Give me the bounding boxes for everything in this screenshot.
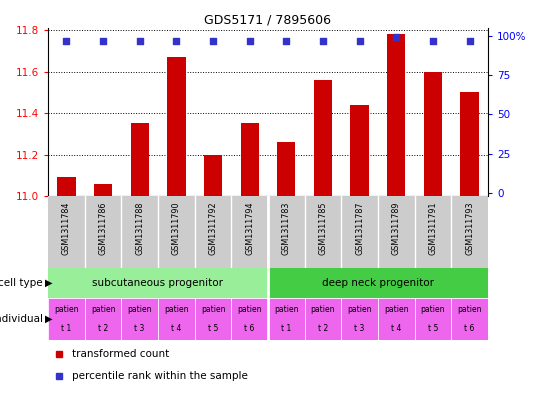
Point [245, 37, 254, 44]
Bar [461, 92, 479, 196]
Bar [240, 123, 259, 196]
Text: t 3: t 3 [354, 324, 365, 333]
Text: GSM1311783: GSM1311783 [282, 202, 291, 255]
Bar [94, 184, 112, 196]
Text: t 4: t 4 [391, 324, 401, 333]
Bar [451, 298, 488, 340]
Text: patien: patien [164, 305, 189, 314]
Text: t 2: t 2 [318, 324, 328, 333]
Point [319, 37, 327, 44]
Text: patien: patien [384, 305, 409, 314]
Point [465, 37, 474, 44]
Bar [314, 80, 332, 196]
Text: subcutaneous progenitor: subcutaneous progenitor [93, 278, 223, 288]
Bar [131, 123, 149, 196]
Point [62, 37, 70, 44]
Bar [85, 298, 122, 340]
Point [392, 34, 401, 40]
Text: GSM1311786: GSM1311786 [99, 202, 108, 255]
Text: GSM1311793: GSM1311793 [465, 202, 474, 255]
Text: t 1: t 1 [61, 324, 71, 333]
Bar [48, 268, 268, 298]
Text: t 6: t 6 [245, 324, 255, 333]
Bar [268, 268, 488, 298]
Text: percentile rank within the sample: percentile rank within the sample [72, 371, 248, 381]
Text: t 5: t 5 [428, 324, 438, 333]
Text: GSM1311789: GSM1311789 [392, 202, 401, 255]
Text: GSM1311784: GSM1311784 [62, 202, 71, 255]
Text: patien: patien [237, 305, 262, 314]
Bar [122, 298, 158, 340]
Title: GDS5171 / 7895606: GDS5171 / 7895606 [205, 14, 332, 27]
Bar [341, 298, 378, 340]
Bar [57, 177, 76, 196]
Bar [415, 298, 451, 340]
Text: GSM1311790: GSM1311790 [172, 202, 181, 255]
Text: transformed count: transformed count [72, 349, 169, 359]
Point [282, 37, 290, 44]
Text: GSM1311785: GSM1311785 [319, 202, 327, 255]
Text: t 5: t 5 [208, 324, 218, 333]
Bar [268, 298, 305, 340]
Text: patien: patien [348, 305, 372, 314]
Bar [305, 298, 341, 340]
Text: ▶: ▶ [45, 278, 53, 288]
Text: patien: patien [457, 305, 482, 314]
Bar [351, 105, 369, 196]
Text: t 1: t 1 [281, 324, 292, 333]
Text: deep neck progenitor: deep neck progenitor [322, 278, 434, 288]
Bar [195, 298, 231, 340]
Text: patien: patien [311, 305, 335, 314]
Bar [204, 154, 222, 196]
Point [356, 37, 364, 44]
Text: patien: patien [421, 305, 445, 314]
Text: patien: patien [127, 305, 152, 314]
Point [135, 37, 144, 44]
Text: t 4: t 4 [171, 324, 182, 333]
Text: patien: patien [274, 305, 298, 314]
Text: cell type: cell type [0, 278, 43, 288]
Bar [378, 298, 415, 340]
Bar [167, 57, 185, 196]
Text: GSM1311792: GSM1311792 [208, 202, 217, 255]
Text: patien: patien [54, 305, 78, 314]
Text: GSM1311794: GSM1311794 [245, 202, 254, 255]
Text: t 6: t 6 [464, 324, 475, 333]
Bar [387, 34, 406, 196]
Text: GSM1311787: GSM1311787 [355, 202, 364, 255]
Point [209, 37, 217, 44]
Text: individual: individual [0, 314, 43, 324]
Point [429, 37, 437, 44]
Point [99, 37, 107, 44]
Text: patien: patien [91, 305, 115, 314]
Bar [277, 142, 295, 196]
Bar [158, 298, 195, 340]
Text: patien: patien [201, 305, 225, 314]
Bar [231, 298, 268, 340]
Bar [424, 72, 442, 196]
Point [172, 37, 181, 44]
Bar [48, 298, 85, 340]
Text: GSM1311788: GSM1311788 [135, 202, 144, 255]
Text: GSM1311791: GSM1311791 [429, 202, 438, 255]
Text: t 2: t 2 [98, 324, 108, 333]
Text: t 3: t 3 [134, 324, 145, 333]
Text: ▶: ▶ [45, 314, 53, 324]
